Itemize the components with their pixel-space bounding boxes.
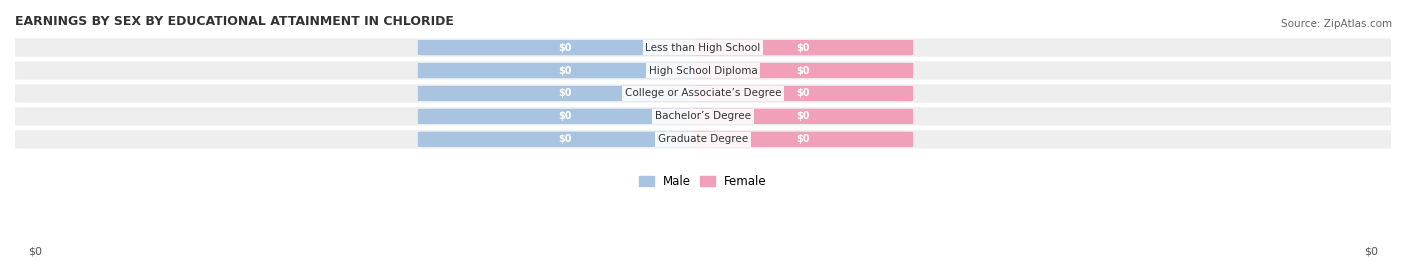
Text: $0: $0 (558, 88, 572, 98)
Text: $0: $0 (558, 111, 572, 121)
FancyBboxPatch shape (8, 107, 1398, 126)
Text: College or Associate’s Degree: College or Associate’s Degree (624, 88, 782, 98)
Text: Graduate Degree: Graduate Degree (658, 134, 748, 144)
Text: $0: $0 (796, 88, 810, 98)
Text: Source: ZipAtlas.com: Source: ZipAtlas.com (1281, 19, 1392, 29)
FancyBboxPatch shape (8, 61, 1398, 80)
FancyBboxPatch shape (418, 132, 713, 147)
Text: $0: $0 (1364, 247, 1378, 257)
FancyBboxPatch shape (418, 86, 713, 101)
FancyBboxPatch shape (693, 40, 912, 55)
Text: $0: $0 (796, 65, 810, 76)
FancyBboxPatch shape (693, 132, 912, 147)
Text: Bachelor’s Degree: Bachelor’s Degree (655, 111, 751, 121)
Legend: Male, Female: Male, Female (634, 171, 772, 193)
FancyBboxPatch shape (418, 63, 713, 78)
Text: $0: $0 (558, 134, 572, 144)
Text: $0: $0 (796, 134, 810, 144)
FancyBboxPatch shape (693, 63, 912, 78)
FancyBboxPatch shape (8, 84, 1398, 103)
FancyBboxPatch shape (8, 130, 1398, 148)
FancyBboxPatch shape (8, 38, 1398, 57)
FancyBboxPatch shape (418, 40, 713, 55)
Text: $0: $0 (796, 111, 810, 121)
FancyBboxPatch shape (693, 86, 912, 101)
Text: $0: $0 (558, 65, 572, 76)
Text: $0: $0 (28, 247, 42, 257)
FancyBboxPatch shape (693, 109, 912, 124)
Text: $0: $0 (558, 43, 572, 53)
Text: EARNINGS BY SEX BY EDUCATIONAL ATTAINMENT IN CHLORIDE: EARNINGS BY SEX BY EDUCATIONAL ATTAINMEN… (15, 15, 454, 28)
Text: Less than High School: Less than High School (645, 43, 761, 53)
Text: High School Diploma: High School Diploma (648, 65, 758, 76)
Text: $0: $0 (796, 43, 810, 53)
FancyBboxPatch shape (418, 109, 713, 124)
